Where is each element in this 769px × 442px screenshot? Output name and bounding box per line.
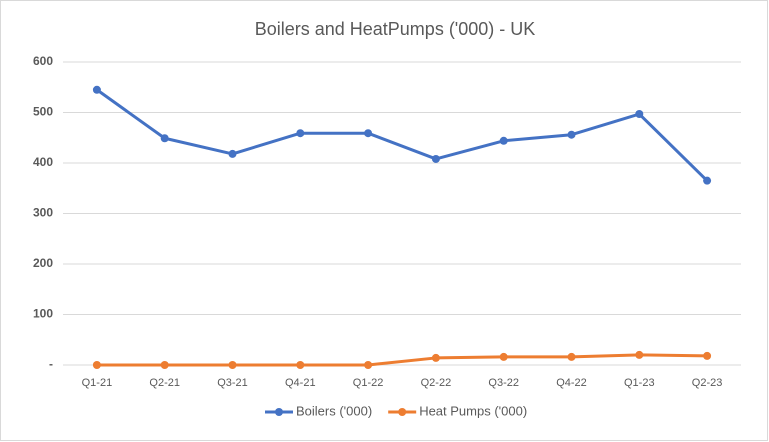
y-tick-label: 600 <box>33 54 53 68</box>
y-tick-label: 300 <box>33 206 53 220</box>
legend-label: Boilers ('000) <box>296 403 372 418</box>
series-line <box>96 88 709 182</box>
data-point <box>364 361 373 369</box>
y-tick-label: 100 <box>33 307 53 321</box>
data-point <box>635 110 644 119</box>
data-point <box>635 350 644 359</box>
legend-item: Boilers ('000) <box>265 403 372 418</box>
y-tick-label: 500 <box>33 105 53 119</box>
y-tick-label: - <box>49 357 53 371</box>
data-point <box>567 352 576 361</box>
x-tick-label: Q4-21 <box>285 377 316 389</box>
data-point <box>296 129 305 138</box>
data-point <box>160 361 169 369</box>
x-tick-label: Q3-22 <box>488 377 519 389</box>
data-point <box>92 361 101 369</box>
data-point <box>499 136 508 145</box>
x-tick-label: Q1-21 <box>82 377 113 389</box>
legend-marker <box>275 408 283 416</box>
x-tick-label: Q4-22 <box>556 377 587 389</box>
x-tick-label: Q1-22 <box>353 377 384 389</box>
x-tick-label: Q2-22 <box>421 377 452 389</box>
data-point <box>703 176 712 185</box>
data-point <box>228 361 237 369</box>
data-point <box>92 85 101 94</box>
x-tick-label: Q1-23 <box>624 377 655 389</box>
data-point <box>296 361 305 369</box>
data-point <box>228 149 237 158</box>
x-tick-label: Q2-23 <box>692 377 723 389</box>
data-point <box>567 130 576 139</box>
legend-item: Heat Pumps ('000) <box>388 403 527 418</box>
data-point <box>160 134 169 143</box>
series-line <box>96 353 708 367</box>
data-point <box>431 154 440 163</box>
x-tick-label: Q2-21 <box>149 377 180 389</box>
data-point <box>703 351 712 360</box>
legend-label: Heat Pumps ('000) <box>419 403 527 418</box>
chart-title: Boilers and HeatPumps ('000) - UK <box>255 19 536 39</box>
y-tick-label: 400 <box>33 155 53 169</box>
legend-marker <box>398 408 407 416</box>
x-tick-label: Q3-21 <box>217 377 248 389</box>
y-tick-label: 200 <box>33 256 53 270</box>
data-point <box>499 352 508 361</box>
data-point <box>364 129 373 138</box>
data-point <box>431 353 440 362</box>
